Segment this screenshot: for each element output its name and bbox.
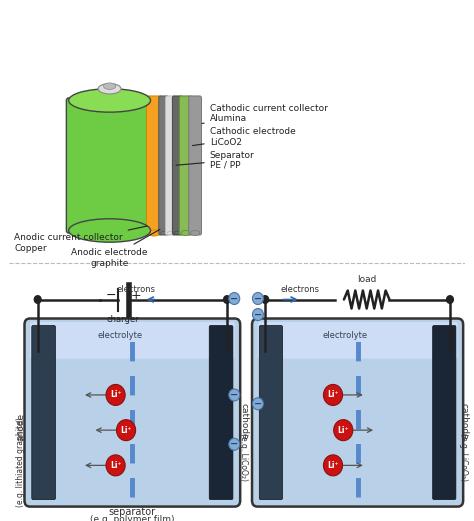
Circle shape: [34, 295, 42, 304]
Ellipse shape: [98, 83, 121, 94]
FancyBboxPatch shape: [30, 322, 235, 359]
Text: anode: anode: [17, 413, 25, 441]
Ellipse shape: [103, 83, 116, 90]
Text: −: −: [230, 390, 238, 400]
Text: (e.g. LiCoO₂): (e.g. LiCoO₂): [239, 432, 248, 480]
FancyBboxPatch shape: [32, 326, 55, 500]
Text: (e.g. polymer film): (e.g. polymer film): [90, 515, 174, 521]
Ellipse shape: [167, 231, 174, 235]
Text: electrons: electrons: [280, 284, 319, 293]
FancyBboxPatch shape: [146, 96, 162, 235]
Text: charger: charger: [107, 315, 139, 324]
Ellipse shape: [191, 230, 200, 235]
Text: Anodic current collector
Copper: Anodic current collector Copper: [14, 226, 147, 253]
Circle shape: [106, 384, 125, 405]
FancyBboxPatch shape: [189, 96, 201, 235]
Text: (e.g. lithiated graphite): (e.g. lithiated graphite): [17, 417, 25, 507]
Circle shape: [229, 292, 240, 304]
Circle shape: [223, 295, 231, 304]
Text: +: +: [131, 289, 141, 302]
Text: Cathodic electrode
LiCoO2: Cathodic electrode LiCoO2: [192, 127, 295, 146]
Text: electrolyte: electrolyte: [323, 331, 368, 340]
FancyBboxPatch shape: [25, 318, 240, 506]
Text: −: −: [254, 399, 262, 409]
Text: Li⁺: Li⁺: [120, 426, 132, 435]
Text: Separator
PE / PP: Separator PE / PP: [176, 151, 255, 170]
Ellipse shape: [69, 219, 151, 242]
Circle shape: [117, 419, 136, 441]
Ellipse shape: [181, 230, 190, 235]
FancyBboxPatch shape: [433, 326, 456, 500]
FancyBboxPatch shape: [165, 96, 175, 235]
FancyBboxPatch shape: [66, 98, 153, 233]
Text: Anodic electrode
graphite: Anodic electrode graphite: [72, 229, 160, 268]
FancyBboxPatch shape: [159, 96, 169, 235]
FancyBboxPatch shape: [179, 96, 192, 235]
Circle shape: [106, 455, 125, 476]
FancyBboxPatch shape: [209, 326, 233, 500]
Circle shape: [229, 389, 240, 401]
Circle shape: [253, 292, 264, 304]
Ellipse shape: [161, 231, 167, 235]
FancyBboxPatch shape: [257, 322, 458, 359]
Circle shape: [253, 308, 264, 320]
Text: Li⁺: Li⁺: [110, 390, 121, 400]
Text: cathode: cathode: [459, 403, 468, 440]
Circle shape: [261, 295, 269, 304]
Ellipse shape: [174, 231, 181, 235]
Circle shape: [446, 295, 454, 304]
Text: −: −: [230, 293, 238, 304]
Ellipse shape: [148, 230, 160, 236]
FancyBboxPatch shape: [259, 326, 283, 500]
Circle shape: [334, 419, 353, 441]
Text: −: −: [254, 293, 262, 304]
Text: Li⁺: Li⁺: [327, 390, 339, 400]
Circle shape: [323, 455, 343, 476]
Text: (e.g. LiCoO₂): (e.g. LiCoO₂): [459, 432, 468, 480]
Circle shape: [253, 398, 264, 410]
Text: Li⁺: Li⁺: [110, 461, 121, 470]
Text: −: −: [230, 439, 238, 449]
Circle shape: [229, 438, 240, 450]
FancyBboxPatch shape: [173, 96, 182, 235]
FancyBboxPatch shape: [252, 318, 463, 506]
Text: Cathodic current collector
Alumina: Cathodic current collector Alumina: [202, 104, 328, 123]
Text: electrolyte: electrolyte: [97, 331, 142, 340]
Text: separator: separator: [109, 506, 156, 517]
Text: cathode: cathode: [239, 403, 248, 440]
Circle shape: [323, 384, 343, 405]
Text: Li⁺: Li⁺: [337, 426, 349, 435]
Text: −: −: [254, 309, 262, 319]
Text: −: −: [105, 289, 116, 302]
Text: load: load: [357, 275, 376, 283]
Text: electrons: electrons: [116, 284, 155, 293]
Ellipse shape: [69, 89, 151, 112]
Text: Li⁺: Li⁺: [327, 461, 339, 470]
